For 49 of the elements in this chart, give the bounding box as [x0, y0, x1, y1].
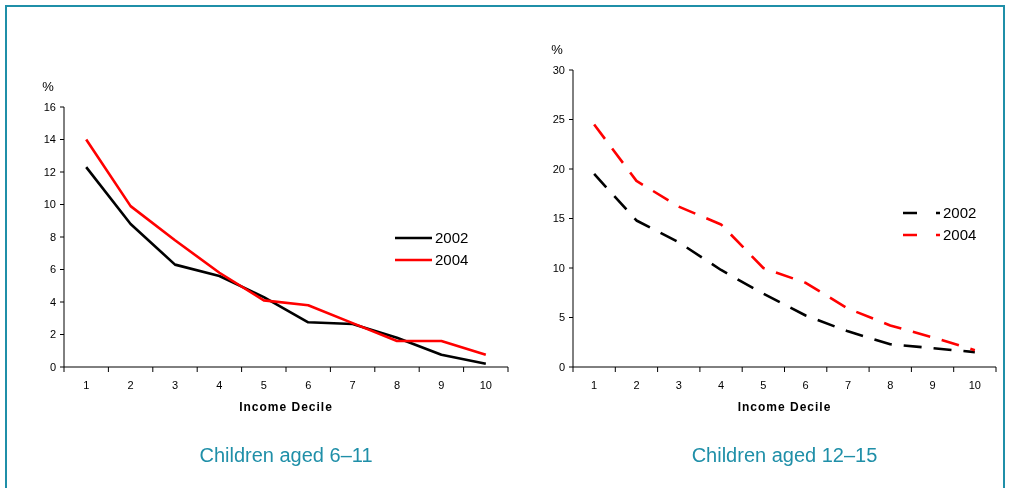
- x-tick-label: 10: [479, 379, 492, 391]
- y-tick-label: 4: [49, 295, 56, 308]
- x-axis-title: Income Decile: [239, 400, 333, 414]
- line-series: [84, 138, 488, 357]
- y-tick-label: 25: [552, 113, 565, 126]
- x-tick-label: 7: [844, 379, 852, 391]
- legend-label: 2002: [435, 229, 469, 247]
- y-axis-title: %: [551, 42, 564, 57]
- legend-label: 2002: [943, 204, 977, 222]
- x-tick-label: 7: [349, 379, 356, 391]
- y-tick-label: 0: [558, 360, 565, 373]
- x-tick-label: 5: [760, 379, 767, 391]
- x-tick-label: 9: [438, 379, 445, 391]
- x-tick-label: 3: [675, 379, 682, 391]
- text: Children aged 6–11: [199, 444, 373, 466]
- legend-label: 2004: [435, 251, 469, 269]
- y-tick-label: 10: [43, 198, 56, 211]
- x-tick-label: 8: [887, 379, 894, 391]
- y-tick-label: 14: [43, 133, 56, 146]
- y-tick-label: 6: [49, 263, 56, 276]
- y-tick-label: 8: [49, 230, 56, 243]
- line-series: [592, 172, 977, 354]
- x-tick-label: 1: [83, 379, 90, 391]
- x-tick-label: 6: [802, 379, 809, 391]
- x-tick-label: 1: [591, 379, 598, 391]
- x-tick-label: 2: [127, 379, 134, 391]
- y-tick-label: 16: [43, 100, 56, 113]
- x-tick-label: 10: [968, 379, 981, 391]
- x-axis-title: Income Decile: [737, 400, 832, 414]
- y-tick-label: 10: [552, 261, 565, 274]
- line-series: [592, 123, 977, 352]
- x-tick-label: 5: [260, 379, 267, 391]
- y-axis-title: %: [42, 79, 55, 94]
- y-tick-label: 12: [43, 165, 56, 178]
- legend-label: 2004: [943, 226, 977, 244]
- y-tick-label: 20: [552, 162, 565, 175]
- x-tick-label: 8: [393, 379, 401, 391]
- y-tick-label: 0: [49, 360, 56, 373]
- x-tick-label: 9: [929, 379, 936, 391]
- y-tick-label: 15: [552, 212, 565, 225]
- x-tick-label: 4: [216, 379, 223, 391]
- x-tick-label: 4: [717, 379, 725, 391]
- y-tick-label: 5: [558, 311, 565, 324]
- x-tick-label: 2: [633, 379, 640, 391]
- x-tick-label: 3: [171, 379, 179, 391]
- y-tick-label: 30: [552, 63, 565, 76]
- y-tick-label: 2: [49, 328, 56, 341]
- text: Children aged 12–15: [691, 444, 878, 466]
- x-tick-label: 6: [305, 379, 312, 391]
